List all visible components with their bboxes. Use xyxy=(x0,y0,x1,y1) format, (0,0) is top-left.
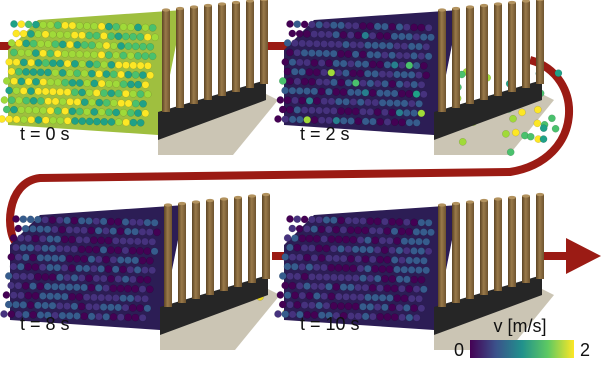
time-label: t = 2 s xyxy=(300,124,350,144)
particle-bed xyxy=(274,10,459,135)
simulation-panel xyxy=(0,0,278,155)
time-label: t = 8 s xyxy=(20,314,70,334)
particle-bed xyxy=(0,10,183,135)
gate-base xyxy=(434,275,542,335)
pillar xyxy=(206,200,214,295)
pillar xyxy=(162,10,170,112)
colorbar-min-label: 0 xyxy=(454,340,464,360)
pillar xyxy=(480,200,488,295)
simulation-panel xyxy=(274,192,554,350)
pillar-gate xyxy=(162,0,268,112)
particle-bed xyxy=(0,205,185,330)
pillar xyxy=(494,4,502,96)
flow-arrow xyxy=(0,42,601,274)
pillar xyxy=(494,199,502,291)
gate-base xyxy=(434,80,542,140)
pillar xyxy=(234,197,242,287)
pillar xyxy=(466,202,474,299)
simulation-panel xyxy=(274,0,563,157)
colorbar: v [m/s] 0 2 xyxy=(454,316,590,360)
pillar-gate xyxy=(438,192,544,307)
pillar xyxy=(522,196,530,283)
pillar xyxy=(176,8,184,108)
pillar xyxy=(246,1,254,88)
pillar xyxy=(522,1,530,88)
pillar xyxy=(466,7,474,104)
pillar xyxy=(438,10,446,112)
pillar xyxy=(232,2,240,92)
pillar xyxy=(190,7,198,104)
time-label: t = 0 s xyxy=(20,124,70,144)
pillar xyxy=(480,5,488,100)
gate-base xyxy=(160,275,268,335)
particle-bed xyxy=(274,205,459,330)
pillar xyxy=(452,203,460,303)
colorbar-gradient xyxy=(470,340,574,358)
pillar xyxy=(508,197,516,287)
pillar-gate xyxy=(438,0,544,112)
pillar xyxy=(164,205,172,307)
gate-base xyxy=(158,80,266,140)
pillar xyxy=(260,0,268,84)
pillar-gate xyxy=(164,192,270,307)
colorbar-title: v [m/s] xyxy=(494,316,547,336)
pillar xyxy=(192,202,200,299)
simulation-panel xyxy=(0,192,290,350)
pillar xyxy=(536,0,544,84)
pillar xyxy=(204,5,212,100)
pillar xyxy=(438,205,446,307)
pillar xyxy=(452,8,460,108)
pillar xyxy=(178,203,186,303)
pillar xyxy=(536,194,544,279)
time-label: t = 10 s xyxy=(300,314,360,334)
pillar xyxy=(220,199,228,291)
pillar xyxy=(248,196,256,283)
pillar xyxy=(262,194,270,279)
pillar xyxy=(218,4,226,96)
colorbar-max-label: 2 xyxy=(580,340,590,360)
pillar xyxy=(508,2,516,92)
